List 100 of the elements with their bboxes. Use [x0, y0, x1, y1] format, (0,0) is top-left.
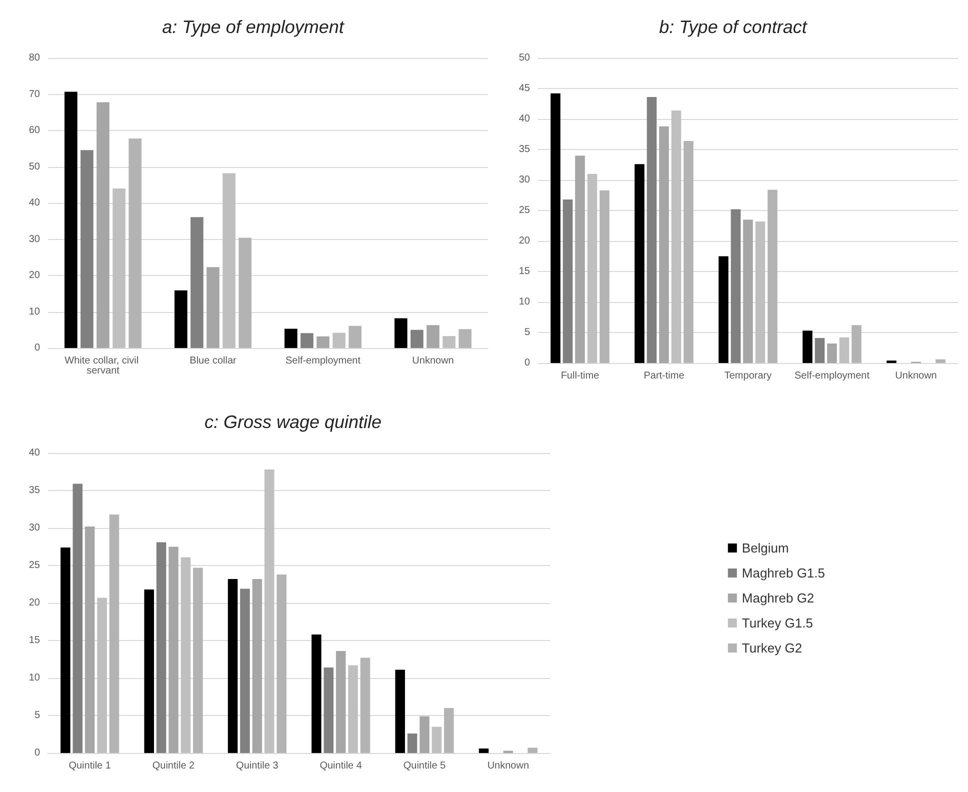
chart-title: c: Gross wage quintile [204, 412, 382, 432]
bar [646, 97, 657, 363]
bar [112, 188, 126, 348]
bar [395, 670, 405, 753]
y-tick-label: 15 [28, 635, 40, 646]
y-tick-label: 35 [28, 485, 40, 496]
bar [316, 336, 330, 348]
bar [156, 542, 166, 753]
bar [264, 470, 274, 753]
bar [936, 359, 946, 363]
bar [240, 588, 250, 753]
y-tick-label: 10 [28, 672, 40, 684]
y-tick-label: 35 [518, 144, 530, 155]
bar [528, 748, 538, 753]
y-tick-label: 0 [34, 748, 40, 758]
bar [144, 590, 154, 753]
bar [562, 200, 573, 363]
y-tick-label: 30 [28, 234, 40, 245]
bar [300, 333, 314, 348]
x-tick-label: Unknown [895, 370, 937, 382]
y-tick-label: 40 [28, 448, 40, 458]
bar [478, 748, 489, 753]
bar [671, 110, 682, 363]
x-tick-label: Quintile 5 [403, 760, 446, 772]
bar [394, 318, 408, 348]
y-tick-label: 60 [28, 125, 40, 136]
x-tick-label: Quintile 2 [152, 760, 196, 772]
bar [410, 330, 424, 348]
bar [80, 150, 94, 348]
bar [276, 574, 286, 753]
x-tick-label: Part-time [644, 370, 685, 382]
bar [444, 708, 454, 753]
y-tick-label: 40 [28, 198, 40, 208]
y-tick-label: 70 [28, 88, 40, 100]
x-tick-label: Quintile 1 [68, 760, 112, 772]
bar [168, 546, 178, 753]
y-tick-label: 5 [524, 327, 530, 338]
bar [109, 514, 120, 753]
y-tick-label: 30 [518, 174, 530, 186]
y-tick-label: 45 [518, 83, 530, 94]
y-tick-label: 20 [28, 598, 40, 608]
y-tick-label: 15 [518, 266, 530, 277]
bar [174, 290, 188, 348]
bar [284, 328, 298, 348]
bar [238, 238, 252, 348]
bar [420, 716, 430, 753]
x-tick-label: Quintile 4 [320, 760, 362, 772]
bar [84, 526, 95, 753]
x-tick-label: White collar, civil servant [64, 356, 142, 376]
x-tick-label: Unknown [412, 356, 454, 366]
bar [718, 256, 728, 363]
y-tick-label: 50 [28, 161, 40, 172]
bar [755, 221, 766, 363]
y-tick-label: 5 [34, 710, 40, 721]
bar [550, 93, 560, 363]
x-tick-label: Self-employment [285, 356, 361, 366]
bar [442, 336, 456, 348]
legend-label: Turkey G2 [742, 640, 802, 656]
x-tick-label: Self-employment [794, 370, 870, 382]
bar [600, 190, 610, 363]
bar [60, 548, 70, 753]
bar [228, 579, 238, 753]
bar [407, 734, 418, 753]
chart-title: a: Type of employment [162, 17, 345, 37]
bar [222, 173, 236, 348]
bar [659, 126, 669, 363]
x-tick-label: Quintile 3 [236, 760, 279, 772]
bar [348, 665, 358, 753]
bar [64, 92, 78, 348]
x-tick-label: Temporary [724, 370, 772, 382]
legend-label: Maghreb G2 [742, 590, 814, 606]
bar [587, 174, 598, 363]
bar [96, 102, 110, 348]
bar [190, 217, 204, 348]
bar [324, 668, 334, 753]
bar [575, 156, 585, 363]
bar [97, 598, 107, 753]
y-tick-label: 25 [28, 560, 40, 571]
bar [743, 220, 753, 363]
legend-label: Maghreb G1.5 [742, 566, 826, 580]
bar [458, 329, 472, 348]
bar [730, 209, 741, 363]
y-tick-label: 50 [518, 52, 530, 64]
bar [180, 557, 191, 753]
bar [814, 338, 825, 363]
y-tick-label: 0 [34, 342, 40, 354]
bar [432, 726, 442, 753]
y-tick-label: 80 [28, 52, 40, 64]
x-tick-label: Unknown [487, 760, 530, 772]
bar [852, 325, 862, 363]
y-tick-label: 30 [28, 522, 40, 534]
bar [206, 267, 220, 348]
chart-title: b: Type of contract [659, 17, 808, 37]
bar [839, 337, 850, 363]
bar [426, 325, 440, 348]
bar [360, 658, 370, 753]
y-tick-label: 10 [28, 306, 40, 318]
bar [348, 326, 362, 348]
y-tick-label: 20 [518, 236, 530, 246]
bar [72, 484, 83, 753]
